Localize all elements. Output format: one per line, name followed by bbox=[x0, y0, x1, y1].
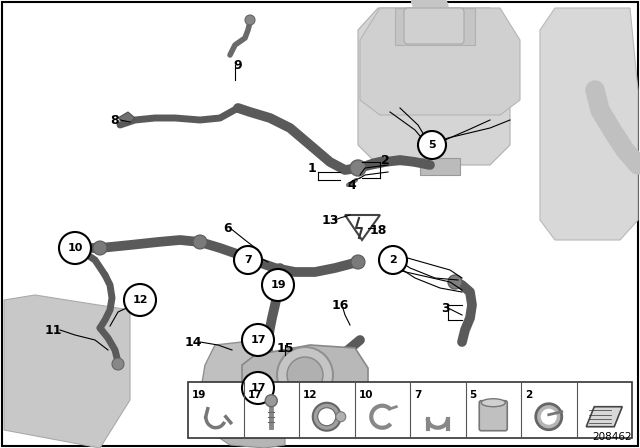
Circle shape bbox=[336, 412, 346, 422]
Text: 17: 17 bbox=[248, 390, 262, 400]
Text: 11: 11 bbox=[44, 323, 61, 336]
Polygon shape bbox=[242, 345, 368, 408]
Text: 1: 1 bbox=[308, 161, 316, 175]
Text: 4: 4 bbox=[348, 178, 356, 191]
Polygon shape bbox=[586, 407, 622, 426]
Circle shape bbox=[379, 246, 407, 274]
Text: 5: 5 bbox=[428, 140, 436, 150]
Text: 2: 2 bbox=[381, 154, 389, 167]
Circle shape bbox=[265, 395, 277, 407]
FancyBboxPatch shape bbox=[404, 8, 464, 44]
Text: 10: 10 bbox=[358, 390, 373, 400]
Polygon shape bbox=[215, 408, 285, 448]
FancyBboxPatch shape bbox=[479, 401, 508, 431]
FancyBboxPatch shape bbox=[188, 382, 632, 438]
Circle shape bbox=[234, 246, 262, 274]
Polygon shape bbox=[4, 295, 130, 448]
Text: 3: 3 bbox=[441, 302, 449, 314]
Text: 19: 19 bbox=[270, 280, 286, 290]
Text: 12: 12 bbox=[132, 295, 148, 305]
Text: 9: 9 bbox=[234, 59, 243, 72]
Polygon shape bbox=[200, 340, 275, 435]
Circle shape bbox=[541, 409, 557, 425]
Polygon shape bbox=[540, 8, 638, 240]
Ellipse shape bbox=[481, 399, 505, 407]
Circle shape bbox=[313, 403, 340, 431]
Text: 2: 2 bbox=[389, 255, 397, 265]
Polygon shape bbox=[358, 8, 510, 165]
Circle shape bbox=[287, 357, 323, 393]
Text: 5: 5 bbox=[470, 390, 477, 400]
Circle shape bbox=[351, 255, 365, 269]
Polygon shape bbox=[360, 8, 520, 115]
Polygon shape bbox=[395, 8, 475, 45]
Text: 10: 10 bbox=[67, 243, 83, 253]
Circle shape bbox=[93, 241, 107, 255]
Polygon shape bbox=[420, 158, 460, 175]
Text: 8: 8 bbox=[111, 113, 119, 126]
Text: 19: 19 bbox=[192, 390, 206, 400]
Text: 2: 2 bbox=[525, 390, 532, 400]
Circle shape bbox=[277, 347, 333, 403]
Circle shape bbox=[245, 15, 255, 25]
Circle shape bbox=[350, 160, 366, 176]
Polygon shape bbox=[345, 215, 380, 240]
Circle shape bbox=[418, 131, 446, 159]
Circle shape bbox=[242, 324, 274, 356]
Text: 18: 18 bbox=[369, 224, 387, 237]
Text: 7: 7 bbox=[244, 255, 252, 265]
Text: 7: 7 bbox=[414, 390, 421, 400]
Circle shape bbox=[112, 358, 124, 370]
Circle shape bbox=[536, 404, 562, 430]
Circle shape bbox=[448, 275, 462, 289]
Text: 6: 6 bbox=[224, 221, 232, 234]
Circle shape bbox=[193, 235, 207, 249]
Text: 15: 15 bbox=[276, 341, 294, 354]
Circle shape bbox=[317, 408, 336, 426]
Circle shape bbox=[262, 269, 294, 301]
Text: 208462: 208462 bbox=[593, 432, 632, 442]
Circle shape bbox=[59, 232, 91, 264]
Text: 17: 17 bbox=[250, 335, 266, 345]
Circle shape bbox=[124, 284, 156, 316]
Text: 14: 14 bbox=[184, 336, 202, 349]
Text: 17: 17 bbox=[250, 383, 266, 393]
Circle shape bbox=[242, 372, 274, 404]
Text: 13: 13 bbox=[321, 214, 339, 227]
Text: 16: 16 bbox=[332, 298, 349, 311]
Text: 12: 12 bbox=[303, 390, 317, 400]
Polygon shape bbox=[118, 112, 135, 124]
